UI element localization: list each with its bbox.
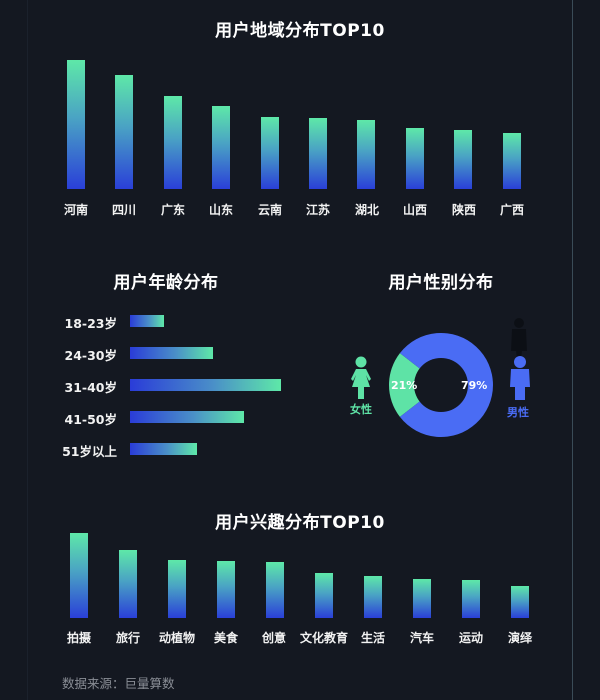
male-icon xyxy=(510,318,530,400)
female-percent: 21% xyxy=(391,379,418,392)
age-bar xyxy=(130,379,281,391)
interest-label: 演绎 xyxy=(507,631,533,645)
region-chart-title: 用户地域分布TOP10 xyxy=(215,21,385,41)
female-label: 女性 xyxy=(350,403,372,416)
interest-label: 汽车 xyxy=(409,631,435,645)
bar xyxy=(260,117,279,189)
interest-label: 运动 xyxy=(458,631,484,645)
age-label: 51岁以上 xyxy=(62,444,117,459)
region-label: 河南 xyxy=(63,203,89,217)
region-label: 云南 xyxy=(257,203,283,217)
interest-chart-title: 用户兴趣分布TOP10 xyxy=(215,513,385,533)
gender-donut xyxy=(389,333,493,437)
region-label: 山东 xyxy=(208,203,234,217)
region-label: 广东 xyxy=(160,203,186,217)
region-label: 广西 xyxy=(499,203,525,217)
bar xyxy=(115,75,134,189)
male-percent: 79% xyxy=(461,379,488,392)
bar xyxy=(315,573,333,618)
interest-label: 文化教育 xyxy=(299,631,349,645)
bar xyxy=(502,133,521,189)
gender-chart-title: 用户性别分布 xyxy=(388,273,494,293)
region-label: 江苏 xyxy=(305,203,331,217)
bar xyxy=(405,127,424,189)
region-label: 湖北 xyxy=(354,203,380,217)
age-bar xyxy=(130,411,244,423)
interest-label: 创意 xyxy=(261,631,287,645)
bar xyxy=(511,586,529,618)
male-label: 男性 xyxy=(507,406,529,419)
age-bar xyxy=(130,347,213,359)
interest-label: 旅行 xyxy=(115,631,141,645)
bar xyxy=(163,96,182,189)
region-label: 山西 xyxy=(402,203,428,217)
age-label: 31-40岁 xyxy=(64,380,117,395)
interest-label: 生活 xyxy=(360,631,386,645)
bar xyxy=(70,533,88,618)
bar xyxy=(364,576,382,618)
bar xyxy=(266,562,284,618)
left-edge-line xyxy=(27,0,28,700)
age-bar xyxy=(130,315,164,327)
right-edge-line xyxy=(572,0,573,700)
bar xyxy=(413,579,431,618)
bar xyxy=(309,117,327,189)
data-source-footer: 数据来源：巨量算数 xyxy=(62,676,175,691)
interest-label: 拍摄 xyxy=(66,631,92,645)
region-label: 陕西 xyxy=(451,203,477,217)
age-label: 24-30岁 xyxy=(64,348,117,363)
bar xyxy=(217,561,235,618)
bar xyxy=(119,550,137,618)
region-label: 四川 xyxy=(111,203,137,217)
age-chart-title: 用户年龄分布 xyxy=(113,273,219,293)
age-bar xyxy=(130,443,197,455)
age-label: 41-50岁 xyxy=(64,412,117,427)
interest-label: 美食 xyxy=(213,631,239,645)
bar xyxy=(454,130,473,189)
bar xyxy=(168,560,186,618)
bar xyxy=(462,580,480,618)
female-icon xyxy=(351,356,371,399)
bar xyxy=(357,119,376,189)
bar xyxy=(67,60,85,189)
age-label: 18-23岁 xyxy=(64,316,117,331)
interest-label: 动植物 xyxy=(158,631,196,645)
bar xyxy=(212,106,231,189)
